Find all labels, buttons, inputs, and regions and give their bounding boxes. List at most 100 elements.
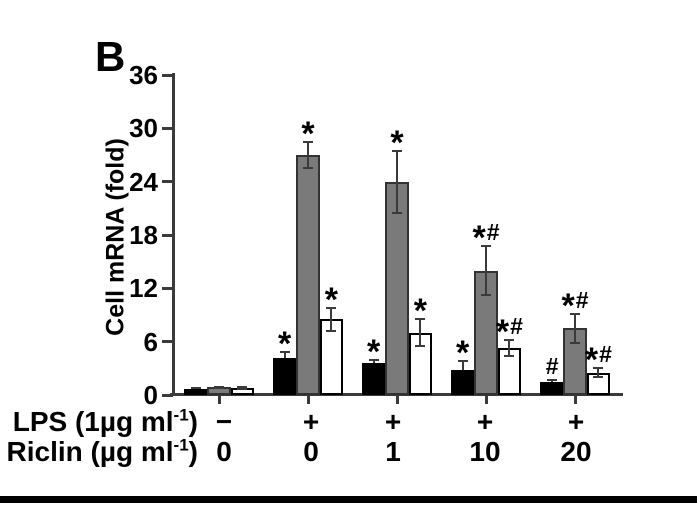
bar-gray-group2 bbox=[296, 155, 320, 395]
hash-mark: # bbox=[599, 341, 612, 368]
error-bar-cap bbox=[303, 167, 313, 170]
significance-label: # bbox=[545, 352, 559, 379]
asterisk-mark: * bbox=[390, 123, 404, 162]
error-bar-cap bbox=[326, 330, 337, 332]
y-tick-mark bbox=[162, 286, 173, 290]
hash-mark: # bbox=[575, 287, 589, 314]
lps-value: + bbox=[476, 406, 494, 437]
panel-label: B bbox=[95, 33, 126, 80]
y-tick-mark bbox=[162, 340, 173, 344]
bar-black-group3 bbox=[361, 363, 386, 395]
lps-value: + bbox=[567, 406, 585, 437]
significance-label: * # bbox=[561, 287, 589, 326]
significance-label: * # bbox=[472, 218, 500, 257]
bar-black-group4 bbox=[450, 370, 475, 395]
riclin-label-close: ) bbox=[188, 436, 198, 467]
hash-mark: # bbox=[545, 352, 559, 379]
error-bar-cap bbox=[237, 386, 248, 388]
x-row-label-riclin: Riclin (µg ml-1) bbox=[0, 435, 198, 467]
error-bar-stem bbox=[372, 359, 375, 363]
asterisk-mark: * bbox=[301, 114, 315, 153]
error-bar-cap bbox=[237, 387, 248, 390]
error-bar-stem bbox=[597, 368, 600, 378]
significance-label: * bbox=[278, 327, 291, 361]
error-bar-stem bbox=[396, 150, 398, 213]
asterisk-mark: * bbox=[455, 334, 470, 373]
error-bar-cap bbox=[326, 306, 337, 309]
y-tick-mark bbox=[162, 233, 173, 237]
error-bar-stem bbox=[283, 352, 286, 358]
riclin-value: 0 bbox=[216, 436, 232, 467]
error-bar-cap bbox=[570, 313, 580, 316]
x-tick-mark bbox=[484, 396, 488, 404]
y-tick-label: 30 bbox=[129, 113, 158, 144]
error-bar-cap bbox=[368, 358, 379, 361]
lps-value: + bbox=[384, 406, 402, 437]
error-bar-stem bbox=[461, 361, 464, 371]
error-bar-cap bbox=[214, 387, 224, 390]
error-bar-cap bbox=[303, 140, 313, 143]
asterisk-mark: * bbox=[366, 332, 381, 371]
bar-black-group5 bbox=[539, 381, 564, 395]
error-bar-cap bbox=[415, 345, 426, 348]
x-tick-mark bbox=[306, 396, 310, 404]
x-tick-mark bbox=[217, 396, 221, 404]
x-tick-mark bbox=[573, 396, 577, 404]
error-bar-stem bbox=[508, 339, 511, 356]
y-tick-label: 24 bbox=[129, 166, 158, 197]
significance-label: * # bbox=[584, 341, 612, 380]
y-tick-label: 0 bbox=[143, 380, 158, 410]
asterisk-mark: * bbox=[472, 218, 486, 257]
significance-label: * bbox=[414, 294, 427, 328]
y-tick-mark bbox=[162, 73, 173, 77]
riclin-value: 20 bbox=[560, 436, 592, 467]
error-bar-cap bbox=[457, 360, 468, 363]
error-bar-cap bbox=[415, 318, 426, 321]
error-bar-stem bbox=[307, 141, 309, 169]
asterisk-mark: * bbox=[561, 287, 575, 326]
error-bar-cap bbox=[392, 149, 402, 152]
asterisk-mark: * bbox=[324, 280, 339, 319]
riclin-value: 10 bbox=[469, 436, 501, 467]
error-bar-cap bbox=[392, 211, 402, 214]
error-bar-cap bbox=[593, 367, 604, 370]
error-bar-stem bbox=[330, 307, 333, 331]
asterisk-mark: * bbox=[277, 325, 292, 364]
y-tick-mark bbox=[162, 180, 173, 184]
significance-label: * bbox=[390, 126, 403, 160]
significance-label: * # bbox=[495, 312, 523, 351]
riclin-value: 0 bbox=[303, 436, 319, 467]
significance-label: * bbox=[301, 117, 314, 151]
asterisk-mark: * bbox=[495, 312, 510, 351]
lps-label-superscript: -1 bbox=[173, 405, 189, 425]
error-bar-cap bbox=[504, 354, 515, 357]
asterisk-mark: * bbox=[413, 292, 428, 331]
y-tick-mark bbox=[162, 126, 173, 130]
y-tick-label: 12 bbox=[129, 273, 158, 304]
lps-value: + bbox=[302, 406, 320, 437]
riclin-label-superscript: -1 bbox=[173, 435, 189, 455]
lps-value: − bbox=[215, 406, 233, 437]
asterisk-mark: * bbox=[584, 341, 599, 380]
error-bar-cap bbox=[570, 341, 580, 344]
bottom-rule bbox=[0, 496, 697, 503]
error-bar-stem bbox=[574, 314, 576, 343]
riclin-label-text: Riclin (µg ml bbox=[6, 436, 174, 467]
lps-label-close: ) bbox=[188, 406, 198, 437]
y-tick-mark bbox=[162, 393, 173, 397]
lps-label-text: LPS (1µg ml bbox=[12, 406, 174, 437]
y-tick-label: 18 bbox=[129, 220, 158, 250]
error-bar-cap bbox=[279, 351, 290, 354]
hash-mark: # bbox=[486, 218, 500, 245]
x-tick-mark bbox=[395, 396, 399, 404]
significance-label: * bbox=[456, 336, 469, 370]
error-bar-cap bbox=[481, 244, 491, 247]
error-bar-cap bbox=[214, 385, 224, 388]
bar-black-group2 bbox=[272, 357, 297, 395]
error-bar-cap bbox=[190, 386, 201, 389]
error-bar-stem bbox=[485, 245, 487, 296]
error-bar-cap bbox=[481, 294, 491, 297]
x-row-label-lps: LPS (1µg ml-1) bbox=[0, 405, 198, 437]
